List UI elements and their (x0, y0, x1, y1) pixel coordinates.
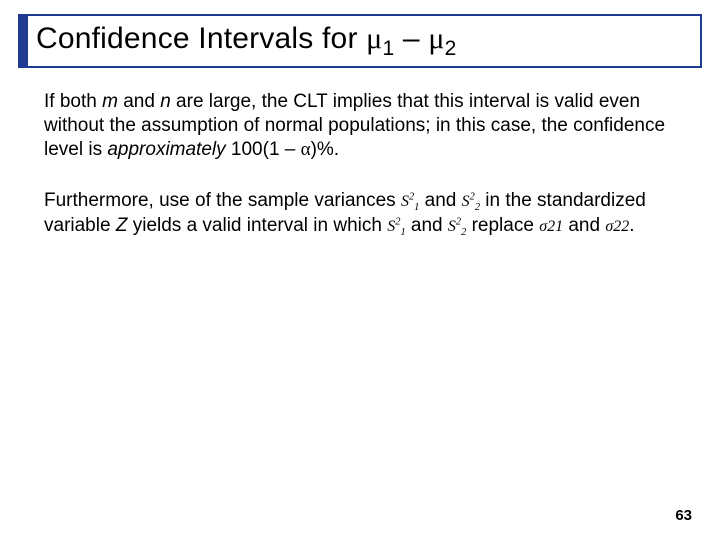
page-number: 63 (675, 507, 692, 524)
mu2: μ (428, 22, 444, 55)
p2-t5: and (406, 215, 448, 236)
p2-t2: and (419, 190, 461, 211)
p2-t8: . (629, 215, 634, 236)
p1-approx: approximately (107, 139, 225, 160)
p2-s2b: S22 (448, 218, 466, 235)
slide-title: Confidence Intervals for μ1 – μ2 (36, 22, 457, 61)
mu1-sub: 1 (382, 37, 394, 60)
p2-t4: yields a valid interval in which (127, 215, 387, 236)
p2-sig2: σ22 (605, 218, 629, 235)
p2-s1-base: S (401, 193, 409, 210)
title-bar: Confidence Intervals for μ1 – μ2 (18, 14, 702, 68)
mu1: μ (366, 22, 382, 55)
p2-sig1: σ21 (539, 218, 563, 235)
paragraph-1: If both m and n are large, the CLT impli… (44, 90, 676, 161)
p1-t1: If both (44, 91, 102, 112)
p1-t5: )%. (311, 139, 340, 160)
p2-s2b-base: S (448, 218, 456, 235)
p2-s1: S21 (401, 193, 419, 210)
p1-t4: 100(1 – (226, 139, 301, 160)
title-minus: – (394, 22, 428, 55)
mu2-sub: 2 (445, 37, 457, 60)
content-area: If both m and n are large, the CLT impli… (44, 90, 676, 268)
p2-s2: S22 (462, 193, 480, 210)
p2-s1b: S21 (387, 218, 405, 235)
p2-s1b-sup: 2 (395, 217, 400, 228)
p1-alpha: α (301, 139, 311, 160)
p1-m: m (102, 91, 118, 112)
p1-t2: and (118, 91, 160, 112)
p2-t7: and (563, 215, 605, 236)
paragraph-2: Furthermore, use of the sample variances… (44, 189, 676, 239)
p2-sig1-sup: 2 (547, 218, 555, 235)
title-prefix: Confidence Intervals for (36, 22, 366, 55)
p2-sig1-base: σ (539, 218, 547, 235)
p1-n: n (160, 91, 171, 112)
p2-s2-base: S (462, 193, 470, 210)
p2-z: Z (116, 215, 128, 236)
p2-t6: replace (466, 215, 539, 236)
p2-s2b-sup: 2 (456, 217, 461, 228)
p2-t1: Furthermore, use of the sample variances (44, 190, 401, 211)
p2-sig1-sub: 1 (555, 218, 563, 235)
